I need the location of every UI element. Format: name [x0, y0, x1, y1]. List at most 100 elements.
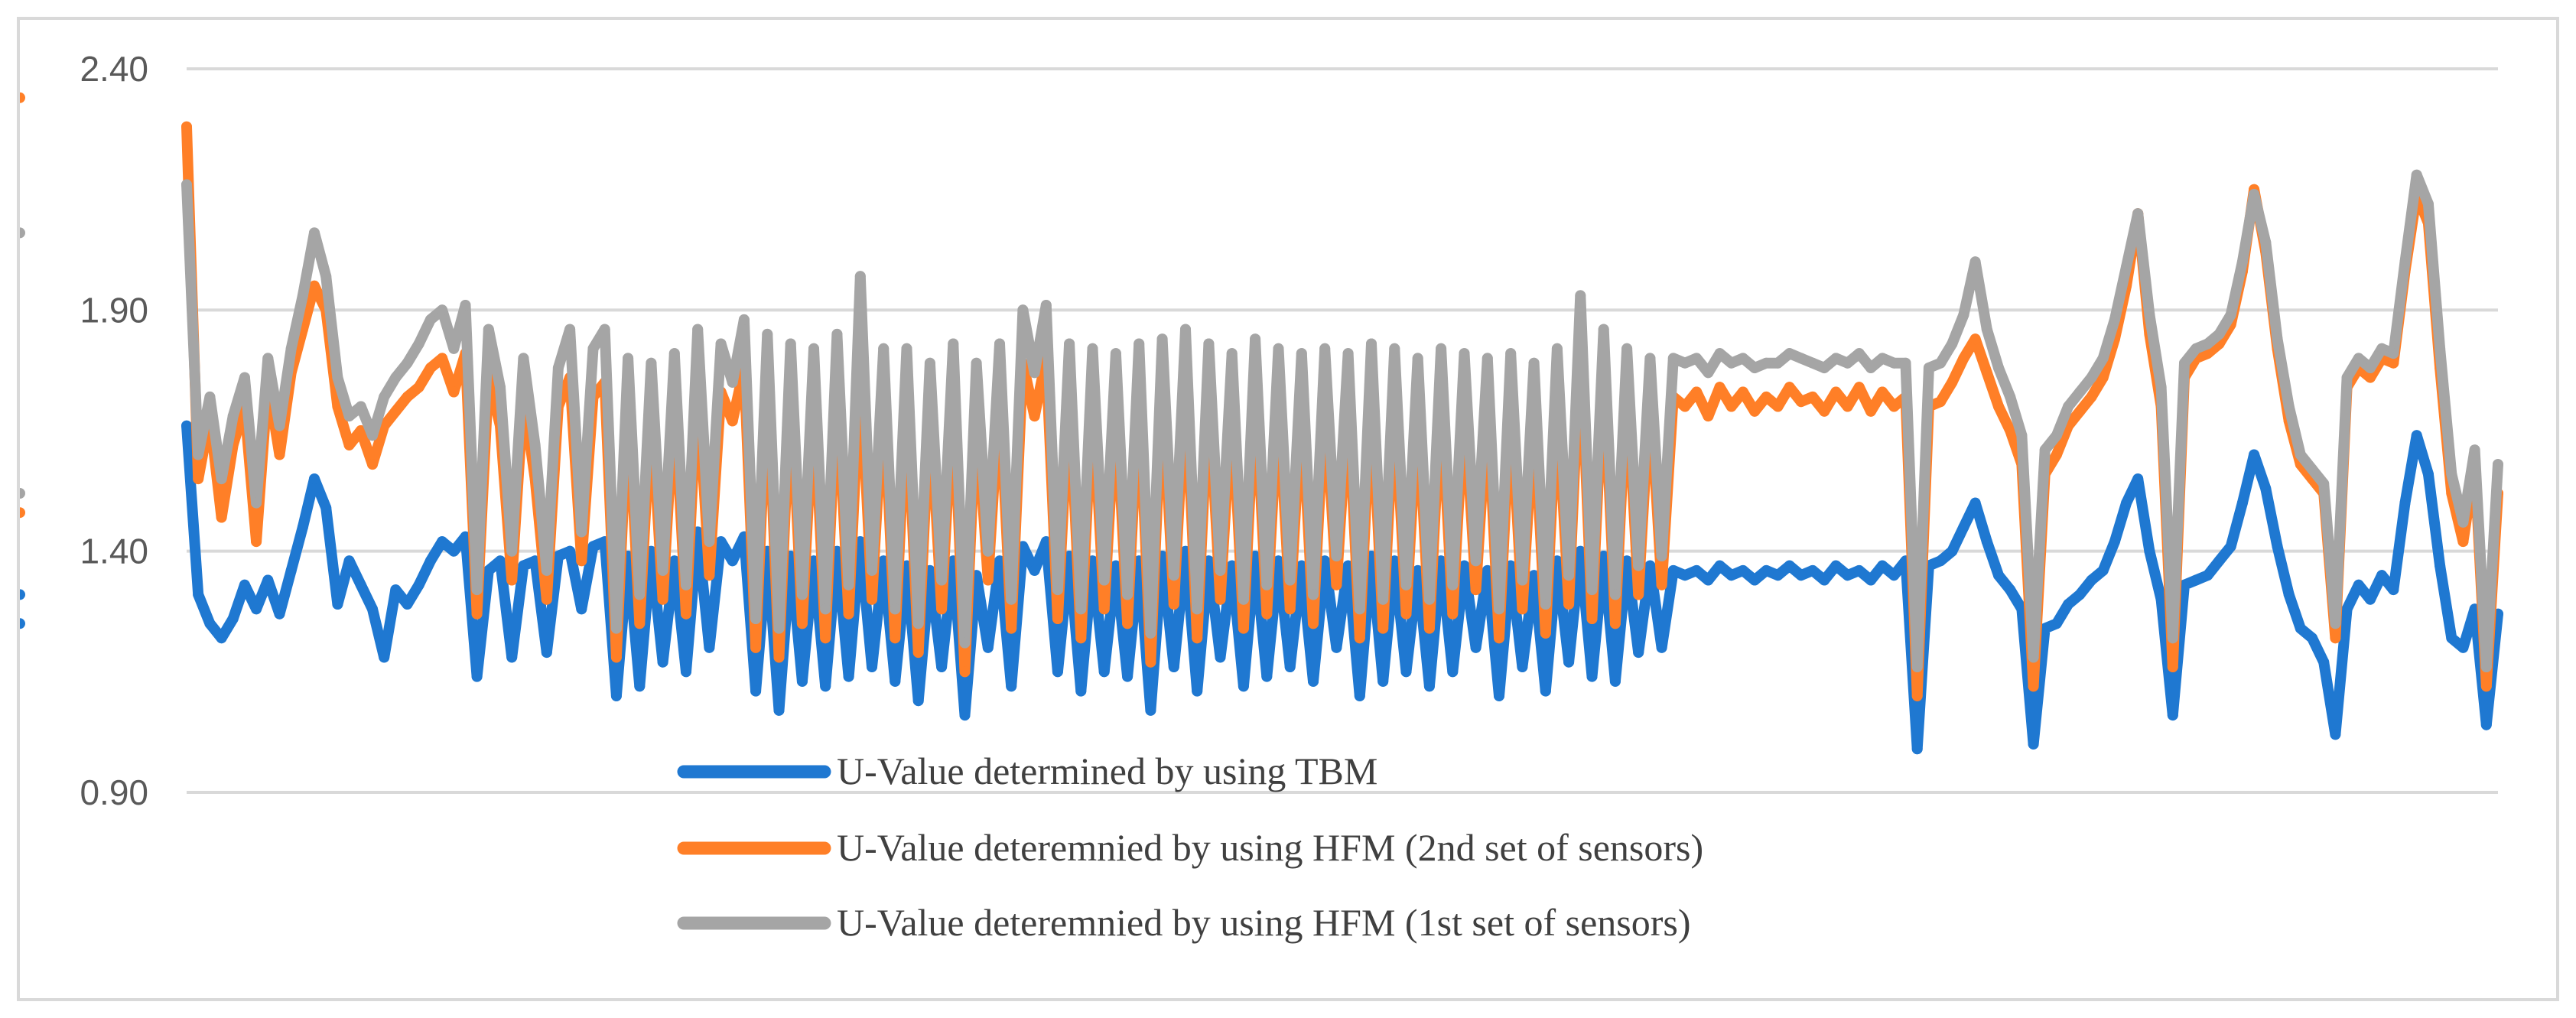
data-point-tbm	[1853, 564, 1865, 576]
data-point-hfm-2nd	[1633, 589, 1644, 600]
data-point-hfm-2nd	[1192, 633, 1203, 644]
data-point-hfm-1st	[1098, 574, 1110, 586]
data-point-hfm-2nd	[1656, 579, 1667, 590]
data-point-hfm-1st	[309, 227, 320, 239]
data-point-tbm	[367, 603, 378, 615]
data-point-tbm	[587, 541, 599, 552]
data-point-hfm-1st	[1145, 627, 1156, 639]
data-point-hfm-1st	[646, 357, 657, 369]
data-point-hfm-1st	[2435, 343, 2446, 354]
legend-item-hfm-1st[interactable]: U-Value deteremnied by using HFM (1st se…	[677, 901, 1690, 944]
data-point-hfm-2nd	[936, 603, 948, 615]
data-point-hfm-1st	[424, 314, 436, 325]
data-point-hfm-2nd	[750, 642, 762, 653]
legend-item-tbm[interactable]: U-Value determined by using TBM	[677, 750, 1377, 792]
data-point-tbm	[506, 652, 518, 663]
data-point-hfm-2nd	[1145, 656, 1156, 668]
data-point-hfm-2nd	[1969, 333, 1981, 345]
data-point-tbm	[634, 681, 646, 692]
data-point-hfm-1st	[1284, 574, 1296, 586]
data-point-hfm-1st	[1969, 256, 1981, 268]
data-point-hfm-2nd	[1993, 401, 2004, 412]
chart-frame: 0.90 1.40 1.90 2.40 U-Value determined by u…	[17, 17, 2559, 1001]
data-point-hfm-1st	[634, 589, 646, 600]
data-point-hfm-1st	[402, 357, 413, 369]
data-point-hfm-1st	[1551, 343, 1563, 354]
data-point-tbm	[262, 574, 274, 586]
data-point-hfm-1st	[796, 589, 808, 600]
data-point-hfm-1st	[820, 603, 831, 615]
data-point-tbm	[1737, 564, 1748, 576]
data-point-tbm	[2376, 570, 2388, 581]
data-point-hfm-1st	[2028, 652, 2039, 663]
y-tick-label: 0.90	[80, 772, 148, 812]
data-point-hfm-2nd	[309, 280, 320, 291]
data-point-tbm	[402, 599, 413, 610]
data-point-hfm-1st	[204, 391, 216, 402]
data-point-tbm	[2132, 473, 2144, 485]
data-point-hfm-1st	[2051, 430, 2062, 441]
data-point-tbm	[1795, 570, 1807, 581]
data-point-tbm	[448, 545, 460, 557]
data-point-hfm-1st	[890, 603, 901, 615]
data-point-tbm	[668, 555, 680, 567]
data-point-hfm-2nd	[367, 459, 378, 470]
data-point-hfm-1st	[610, 623, 622, 634]
data-point-hfm-2nd	[355, 425, 366, 436]
legend-item-hfm-2nd[interactable]: U-Value deteremnied by using HFM (2nd se…	[677, 826, 1703, 869]
data-point-hfm-1st	[704, 536, 715, 548]
data-point-hfm-2nd	[982, 574, 994, 586]
data-point-hfm-1st	[1667, 353, 1679, 364]
data-point-tbm	[1609, 675, 1621, 687]
data-point-tbm	[343, 555, 355, 567]
data-point-tbm	[204, 618, 216, 629]
data-point-hfm-2nd	[1911, 690, 1923, 701]
data-point-hfm-1st	[2307, 463, 2317, 475]
data-point-tbm	[657, 656, 668, 668]
data-point-hfm-1st	[994, 338, 1005, 350]
data-point-tbm	[959, 710, 971, 721]
data-point-hfm-2nd	[424, 363, 436, 373]
data-point-hfm-2nd	[610, 652, 622, 663]
legend-label-hfm-2nd: U-Value deteremnied by using HFM (2nd se…	[837, 826, 1703, 869]
data-point-hfm-2nd	[704, 570, 715, 581]
data-point-hfm-2nd	[1517, 603, 1528, 615]
data-point-tbm	[890, 675, 901, 687]
data-point-hfm-2nd	[1947, 376, 1958, 388]
data-point-hfm-1st	[576, 526, 587, 538]
data-point-hfm-2nd	[2051, 449, 2062, 460]
data-point-hfm-1st	[471, 584, 483, 596]
data-point-hfm-1st	[541, 564, 552, 576]
data-point-hfm-1st	[1017, 304, 1029, 316]
data-point-hfm-1st	[982, 545, 994, 557]
data-point-hfm-1st	[1377, 594, 1389, 605]
data-point-tbm	[1459, 560, 1470, 571]
data-point-tbm	[379, 652, 390, 663]
data-point-tbm	[2039, 623, 2051, 634]
data-point-tbm	[2028, 738, 2039, 750]
data-point-hfm-2nd	[1029, 411, 1040, 422]
data-point-hfm-2nd	[1563, 599, 1575, 610]
data-point-tbm	[2191, 574, 2202, 586]
data-point-hfm-1st	[2074, 386, 2086, 398]
data-point-tbm	[193, 589, 204, 600]
data-point-hfm-1st	[1784, 348, 1795, 359]
data-point-hfm-1st	[2063, 401, 2074, 412]
data-point-hfm-1st	[1772, 357, 1784, 369]
data-point-hfm-1st	[1725, 357, 1737, 369]
data-point-tbm	[1423, 681, 1435, 692]
data-point-hfm-2nd	[890, 633, 901, 644]
data-point-hfm-1st	[2144, 309, 2155, 320]
data-point-tbm	[2353, 579, 2364, 590]
data-point-tbm	[20, 618, 25, 629]
data-point-hfm-1st	[2121, 261, 2132, 272]
data-point-hfm-2nd	[1737, 386, 1748, 398]
data-point-tbm	[1029, 564, 1040, 576]
data-point-hfm-2nd	[1981, 367, 1992, 379]
legend-label-hfm-1st: U-Value deteremnied by using HFM (1st se…	[837, 901, 1690, 944]
data-point-tbm	[239, 579, 250, 590]
data-point-hfm-1st	[367, 430, 378, 441]
data-point-hfm-1st	[878, 343, 890, 354]
data-point-hfm-1st	[2376, 343, 2388, 354]
data-point-tbm	[715, 536, 727, 548]
